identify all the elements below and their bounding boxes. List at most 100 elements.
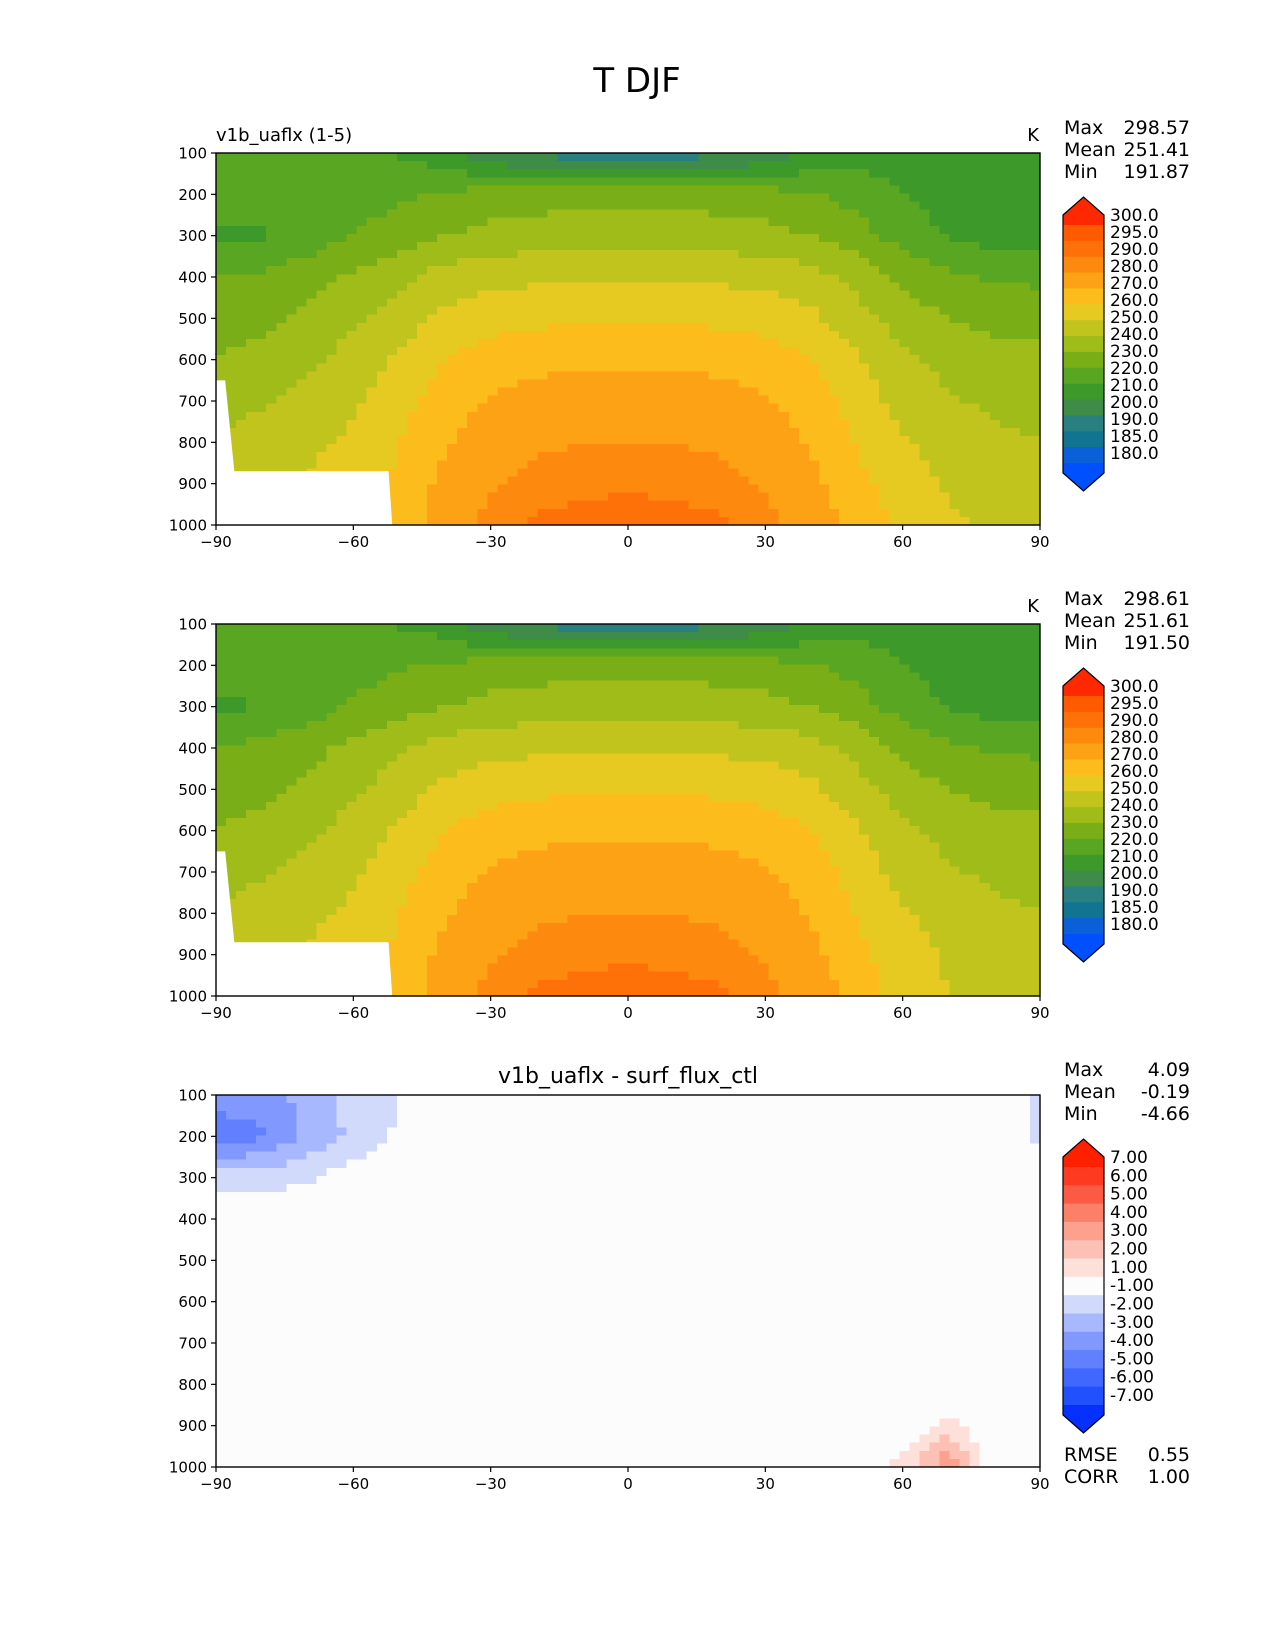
contour-cell [1019,704,1031,714]
contour-cell [416,193,428,203]
contour-cell [678,330,689,340]
contour-cell [1029,640,1041,649]
contour-cell [326,282,338,292]
contour-cell [386,672,398,682]
contour-cell [447,688,458,698]
contour-cell [547,729,559,738]
contour-cell [939,233,951,243]
contour-cell [668,729,679,738]
contour-cell [416,403,428,413]
contour-cell [768,427,780,437]
contour-cell [708,427,720,437]
contour-cell [597,500,609,510]
contour-cell [738,484,750,494]
contour-cell [718,468,730,478]
contour-cell [658,201,669,211]
contour-cell [628,266,639,275]
contour-cell [979,632,991,641]
contour-cell [808,632,820,641]
contour-cell [1029,290,1041,300]
contour-cell [447,632,458,641]
contour-cell [607,427,619,437]
contour-cell [597,624,609,633]
contour-cell [768,322,780,332]
contour-cell [849,282,860,292]
contour-cell [336,258,348,267]
contour-cell [839,306,850,316]
contour-cell [969,632,981,641]
contour-cell [386,492,398,502]
contour-cell [286,225,297,235]
contour-cell [376,355,388,364]
contour-cell [828,712,840,722]
contour-cell [859,516,870,526]
contour-cell [457,371,468,381]
contour-cell [879,688,890,698]
contour-cell [808,177,820,186]
contour-cell [758,225,770,235]
contour-cell [768,330,780,340]
contour-cell [658,347,669,356]
contour-cell [738,704,750,714]
contour-cell [1019,250,1031,259]
contour-cell [979,177,991,186]
contour-cell [768,225,780,235]
contour-cell [276,290,287,300]
contour-cell [537,233,549,243]
contour-cell [276,680,287,690]
contour-cell [487,241,498,251]
contour-cell [979,656,991,666]
contour-cell [929,371,941,381]
contour-cell [778,672,790,682]
contour-cell [688,322,699,332]
contour-cell [778,153,790,162]
contour-cell [376,729,388,738]
contour-cell [577,363,589,372]
contour-cell [889,696,900,706]
contour-cell [738,696,750,706]
contour-cell [828,290,840,300]
contour-cell [678,266,689,275]
contour-cell [728,241,740,251]
contour-cell [979,516,991,526]
contour-cell [617,250,629,259]
contour-cell [396,688,408,698]
contour-cell [467,314,478,324]
contour-cell [798,355,810,364]
contour-cell [708,250,720,259]
contour-cell [959,411,971,421]
contour-cell [326,177,338,186]
contour-cell [638,492,649,502]
contour-cell [698,460,709,469]
contour-cell [356,688,368,698]
contour-cell [678,680,689,690]
contour-cell [999,201,1011,211]
contour-cell [698,306,709,316]
contour-cell [487,225,498,235]
contour-cell [1009,217,1021,227]
contour-cell [778,508,790,518]
contour-cell [416,274,428,283]
contour-cell [326,411,338,421]
contour-cell [798,516,810,526]
contour-cell [427,290,438,300]
contour-cell [638,664,649,674]
contour-cell [989,427,1001,437]
contour-cell [527,339,539,348]
contour-cell [798,419,810,429]
contour-cell [919,648,931,657]
contour-cell [396,298,408,308]
contour-cell [758,452,770,461]
contour-cell [818,664,830,674]
contour-cell [688,153,699,162]
contour-cell [256,322,267,332]
contour-cell [557,444,569,453]
contour-cell [366,672,378,682]
contour-cell [416,355,428,364]
contour-cell [366,314,378,324]
contour-cell [959,153,971,162]
contour-cell [698,169,709,178]
contour-cell [437,161,448,170]
contour-cell [577,508,589,518]
contour-cell [708,201,720,211]
